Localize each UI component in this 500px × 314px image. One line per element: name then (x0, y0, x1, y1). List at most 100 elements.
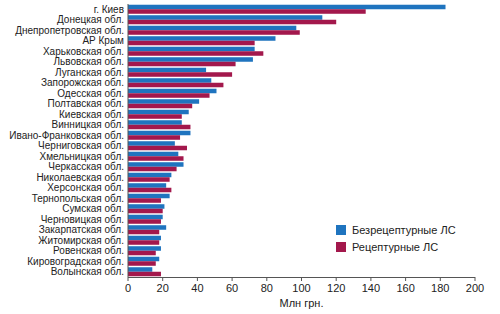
bar (128, 204, 164, 209)
category-label: Киевская обл. (59, 109, 124, 120)
bar (128, 251, 156, 256)
bar (128, 146, 187, 151)
x-tick-label: 0 (125, 282, 131, 294)
bar (128, 89, 216, 94)
category-label: г. Киев (94, 4, 124, 15)
bar (128, 62, 236, 67)
bar (128, 36, 275, 41)
x-tick-label: 100 (292, 282, 310, 294)
category-label: Волынская обл. (51, 266, 124, 277)
bar (128, 173, 171, 178)
x-tick (405, 277, 406, 281)
category-label: Житомирская обл. (38, 235, 124, 246)
bar (128, 219, 161, 224)
bar (128, 236, 161, 241)
bar (128, 68, 206, 73)
legend-swatch (336, 225, 346, 235)
x-tick (440, 277, 441, 281)
chart: 020406080100120140160180200г. КиевДонецк… (0, 0, 500, 314)
category-label: Черновицкая обл. (41, 214, 124, 225)
bar (128, 257, 159, 262)
category-label: Ивано-Франковская обл. (9, 130, 124, 141)
category-label: Николаевская обл. (36, 172, 124, 183)
category-label: Херсонская обл. (47, 182, 124, 193)
bar (128, 240, 159, 245)
bar (128, 162, 184, 167)
y-axis (128, 4, 129, 277)
bar (128, 20, 336, 25)
x-tick (301, 277, 302, 281)
bar (128, 272, 161, 277)
bar (128, 51, 263, 56)
bar (128, 41, 255, 46)
bar (128, 47, 255, 52)
category-label: Хмельницкая обл. (40, 151, 124, 162)
category-label: Закарпатская обл. (39, 224, 124, 235)
x-tick-label: 40 (191, 282, 203, 294)
bar (128, 246, 161, 251)
category-label: Кировоградская обл. (27, 256, 124, 267)
category-label: Сумская обл. (62, 203, 124, 214)
bar (128, 120, 182, 125)
bar (128, 110, 189, 115)
bar (128, 225, 166, 230)
category-label: Львовская обл. (53, 56, 124, 67)
bar (128, 131, 190, 136)
bar (128, 57, 253, 62)
category-label: Полтавская обл. (48, 98, 124, 109)
x-tick-label: 140 (362, 282, 380, 294)
category-label: Ровенская обл. (53, 245, 124, 256)
bar (128, 188, 171, 193)
category-label: Одесская обл. (57, 88, 124, 99)
x-tick (128, 277, 129, 281)
legend-swatch (336, 242, 346, 252)
bar (128, 93, 210, 98)
bar (128, 104, 192, 109)
category-label: АР Крым (82, 35, 124, 46)
x-tick (475, 277, 476, 281)
bar (128, 9, 366, 14)
legend-label: Безрецептурные ЛС (352, 224, 456, 236)
category-label: Тернопольская обл. (32, 193, 124, 204)
x-tick (197, 277, 198, 281)
bar (128, 167, 177, 172)
bar (128, 198, 161, 203)
bar (128, 267, 152, 272)
bar (128, 230, 159, 235)
bar (128, 125, 190, 130)
x-tick (336, 277, 337, 281)
x-axis-label: Млн грн. (280, 297, 324, 309)
legend-label: Рецептурные ЛС (352, 241, 438, 253)
bar (128, 152, 178, 157)
x-tick (162, 277, 163, 281)
category-label: Днепропетровская обл. (15, 25, 124, 36)
bar (128, 30, 300, 35)
category-label: Черниговская обл. (38, 140, 124, 151)
bar (128, 194, 170, 199)
x-tick-label: 180 (431, 282, 449, 294)
bar (128, 261, 156, 266)
category-label: Винницкая обл. (52, 119, 124, 130)
bar (128, 15, 322, 20)
bar (128, 5, 446, 10)
x-tick-label: 80 (261, 282, 273, 294)
bar (128, 209, 163, 214)
bar (128, 72, 232, 77)
bar (128, 99, 199, 104)
category-label: Луганская обл. (55, 67, 124, 78)
bar (128, 183, 166, 188)
category-label: Донецкая обл. (57, 14, 124, 25)
bar (128, 135, 180, 140)
x-tick-label: 20 (157, 282, 169, 294)
bar (128, 215, 163, 220)
bar (128, 141, 175, 146)
x-tick-label: 120 (327, 282, 345, 294)
bar (128, 114, 182, 119)
bar (128, 177, 170, 182)
bar (128, 156, 184, 161)
bar (128, 83, 223, 88)
x-tick-label: 200 (466, 282, 484, 294)
category-label: Черкасская обл. (48, 161, 124, 172)
x-tick (232, 277, 233, 281)
x-tick (266, 277, 267, 281)
